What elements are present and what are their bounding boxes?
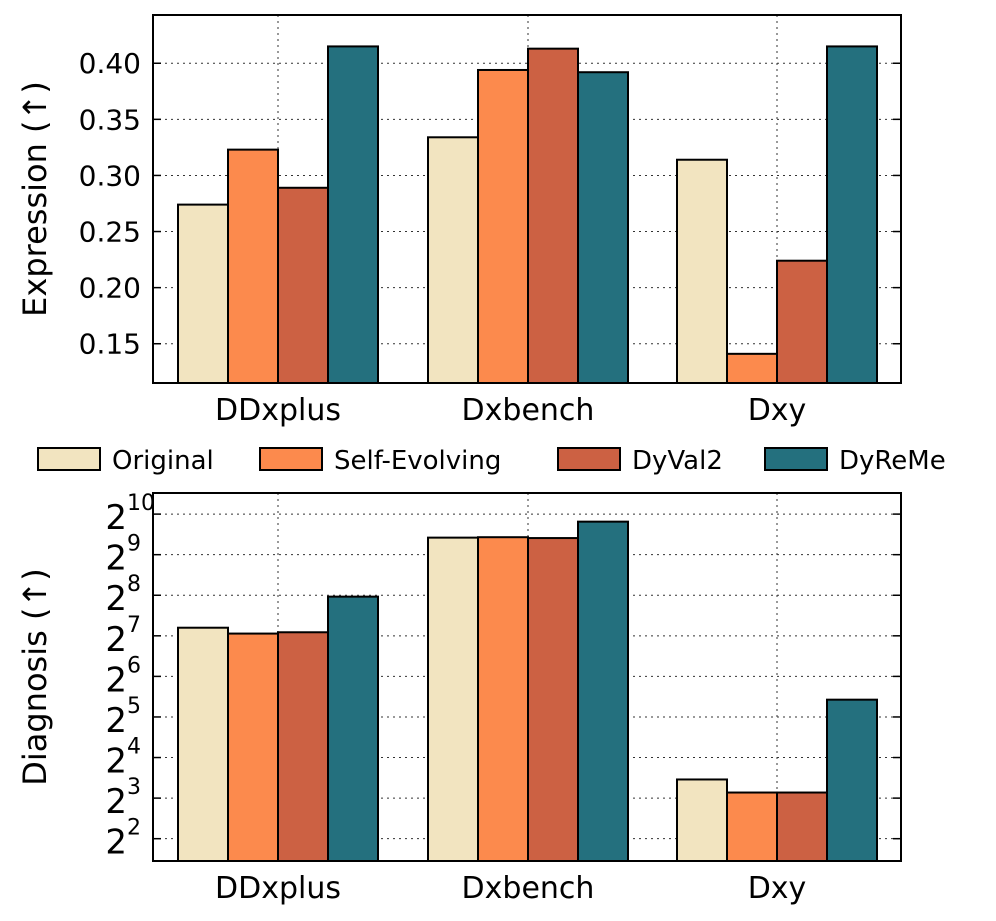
bar-original-ddxplus — [177, 203, 229, 384]
y-tick-label-base: 2 — [105, 782, 127, 822]
expression-plot-frame — [152, 14, 902, 384]
bar-dyreme-ddxplus — [327, 595, 379, 862]
bar-self-evolving-dxy — [726, 352, 778, 384]
bar-dyreme-dxy — [826, 698, 878, 862]
bar-self-evolving-ddxplus — [227, 632, 279, 862]
y-tick-label-exponent: 5 — [127, 694, 141, 719]
legend-swatch-dyval2 — [557, 447, 621, 471]
expression-chart: 0.150.200.250.300.350.40 DDxplus Dxbench D… — [16, 14, 902, 428]
y-tick-label-exponent: 8 — [127, 572, 141, 597]
legend-swatch-original — [37, 447, 101, 471]
legend-label-self-evolving: Self-Evolving — [334, 446, 501, 476]
y-tick-label: 0.25 — [79, 216, 141, 249]
bar-dyval2-ddxplus — [277, 186, 329, 384]
x-tick-label-dxy: Dxy — [748, 871, 807, 906]
x-tick-label-ddxplus: DDxplus — [215, 393, 341, 428]
x-tick-label-ddxplus: DDxplus — [215, 871, 341, 906]
bar-original-dxy — [676, 778, 728, 863]
y-tick-label-exponent: 4 — [127, 735, 141, 760]
bar-self-evolving-dxy — [726, 791, 778, 863]
x-tick-label-dxbench: Dxbench — [462, 871, 595, 906]
legend-swatch-dyreme — [764, 447, 828, 471]
y-tick-label: 0.35 — [79, 103, 141, 136]
bar-self-evolving-ddxplus — [227, 148, 279, 384]
bar-dyreme-dxbench — [577, 71, 629, 384]
y-tick-label-base: 2 — [105, 701, 127, 741]
legend-label-dyreme: DyReMe — [839, 446, 946, 476]
y-tick-label-exponent: 2 — [127, 816, 141, 841]
diagnosis-bars — [177, 520, 878, 863]
diagnosis-y-label: Diagnosis (↑) — [16, 568, 54, 786]
x-tick-label-dxbench: Dxbench — [462, 393, 595, 428]
legend-label-dyval2: DyVal2 — [632, 446, 723, 476]
diagnosis-x-ticks: DDxplus Dxbench Dxy — [215, 853, 806, 906]
y-tick-label-base: 2 — [105, 742, 127, 782]
y-tick-label-base: 2 — [105, 620, 127, 660]
legend-swatch-self-evolving — [259, 447, 323, 471]
y-tick-label: 0.40 — [79, 47, 141, 80]
y-tick-label-exponent: 6 — [127, 653, 141, 678]
y-tick-label: 0.30 — [79, 159, 141, 192]
expression-x-ticks: DDxplus Dxbench Dxy — [215, 375, 806, 428]
bar-self-evolving-dxbench — [477, 68, 529, 384]
bar-dyreme-dxbench — [577, 520, 629, 862]
bar-dyval2-dxy — [776, 259, 828, 384]
y-tick-label-base: 2 — [105, 498, 127, 538]
x-tick-label-dxy: Dxy — [748, 393, 807, 428]
bar-original-dxbench — [427, 136, 479, 384]
expression-y-label: Expression (↑) — [16, 81, 54, 317]
bar-dyreme-dxy — [826, 45, 878, 384]
y-tick-label-exponent: 10 — [127, 491, 155, 516]
legend-label-original: Original — [112, 446, 214, 476]
y-tick-label: 0.15 — [79, 328, 141, 361]
legend: Original Self-Evolving DyVal2 DyReMe — [37, 446, 946, 476]
expression-y-ticks: 0.15 0.20 0.25 0.30 0.35 0.40 — [79, 47, 901, 361]
expression-bars — [177, 45, 878, 384]
bar-dyval2-ddxplus — [277, 631, 329, 862]
bar-dyval2-dxbench — [527, 537, 579, 862]
y-tick-label-base: 2 — [105, 539, 127, 579]
bar-dyval2-dxbench — [527, 47, 579, 384]
diagnosis-y-ticks: 2 22 32 42 52 62 72 82 92 10 — [105, 491, 901, 863]
bar-self-evolving-dxbench — [477, 536, 529, 862]
bar-dyreme-ddxplus — [327, 45, 379, 384]
y-tick-label: 0.20 — [79, 272, 141, 305]
y-tick-label-base: 2 — [105, 823, 127, 863]
y-tick-label-exponent: 7 — [127, 613, 141, 638]
y-tick-label-base: 2 — [105, 660, 127, 700]
bar-original-ddxplus — [177, 626, 229, 863]
bar-original-dxbench — [427, 536, 479, 862]
y-tick-label-base: 2 — [105, 579, 127, 619]
y-tick-label-exponent: 9 — [127, 532, 141, 557]
diagnosis-chart: 2 22 32 42 52 62 72 82 92 10 DDxplus Dxbench Dxy Di… — [16, 491, 902, 906]
y-tick-label-exponent: 3 — [127, 775, 141, 800]
bar-dyval2-dxy — [776, 791, 828, 863]
bar-original-dxy — [676, 158, 728, 384]
